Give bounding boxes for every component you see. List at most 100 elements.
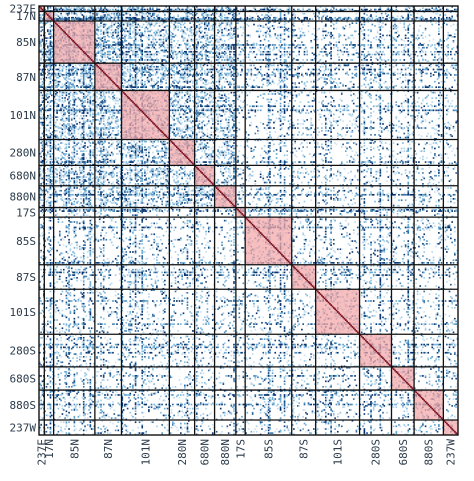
heatmap-cell (214, 38, 217, 41)
heatmap-cell (57, 76, 60, 79)
heatmap-cell (404, 7, 407, 10)
heatmap-cell (129, 42, 132, 45)
heatmap-cell (265, 57, 267, 60)
heatmap-cell (180, 75, 182, 78)
heatmap-cell (324, 65, 327, 68)
heatmap-cell (218, 49, 221, 52)
heatmap-cell (446, 45, 448, 48)
heatmap-cell (367, 53, 370, 56)
heatmap-cell (438, 71, 440, 74)
heatmap-cell (450, 18, 452, 20)
heatmap-cell (102, 16, 105, 19)
heatmap-cell (121, 68, 124, 71)
heatmap-cell (199, 53, 202, 56)
heatmap-cell (154, 38, 157, 41)
heatmap-cell (415, 63, 418, 65)
heatmap-cell (270, 64, 273, 67)
heatmap-cell (382, 16, 384, 19)
heatmap-cell (283, 74, 286, 76)
heatmap-cell (106, 14, 109, 16)
heatmap-cell (427, 60, 430, 63)
heatmap-cell (319, 50, 322, 53)
heatmap-cell (191, 55, 194, 57)
heatmap-cell (310, 46, 312, 49)
heatmap-cell (206, 25, 209, 27)
heatmap-cell (44, 37, 46, 39)
heatmap-cell (233, 65, 235, 68)
heatmap-cell (222, 22, 225, 24)
heatmap-cell (78, 79, 81, 82)
heatmap-cell (198, 72, 201, 75)
heatmap-cell (68, 6, 70, 8)
heatmap-cell (350, 34, 352, 37)
heatmap-cell (97, 26, 100, 29)
heatmap-cell (165, 18, 167, 20)
heatmap-cell (323, 72, 326, 75)
heatmap-cell (132, 53, 134, 56)
heatmap-cell (297, 59, 299, 61)
heatmap-cell (424, 72, 427, 75)
heatmap-cell (138, 46, 141, 49)
heatmap-cell (104, 15, 106, 18)
heatmap-cell (362, 33, 364, 35)
heatmap-cell (112, 46, 114, 49)
heatmap-cell (298, 8, 301, 11)
heatmap-cell (141, 70, 144, 72)
heatmap-cell (130, 49, 133, 52)
heatmap-cell (233, 33, 235, 35)
heatmap-cell (285, 68, 287, 71)
heatmap-cell (332, 46, 335, 49)
heatmap-cell (258, 18, 261, 20)
heatmap-cell (246, 44, 249, 46)
heatmap-cell (364, 56, 367, 59)
heatmap-cell (178, 50, 181, 53)
heatmap-cell (407, 14, 410, 16)
heatmap-cell (110, 35, 113, 38)
heatmap-cell (259, 68, 262, 71)
heatmap-cell (202, 16, 205, 19)
heatmap-cell (267, 74, 270, 76)
heatmap-cell (108, 14, 110, 16)
heatmap-cell (190, 30, 193, 33)
heatmap-cell (206, 79, 209, 82)
heatmap-cell (46, 64, 49, 67)
heatmap-cell (384, 18, 387, 20)
heatmap-cell (242, 59, 245, 61)
heatmap-cell (440, 40, 443, 42)
heatmap-cell (140, 34, 142, 37)
heatmap-cell (145, 71, 148, 74)
heatmap-cell (455, 68, 457, 71)
heatmap-cell (271, 79, 274, 82)
heatmap-cell (162, 38, 165, 41)
heatmap-cell (214, 16, 217, 19)
heatmap-cell (86, 75, 89, 78)
heatmap-cell (170, 68, 173, 71)
heatmap-cell (174, 79, 177, 82)
heatmap-cell (392, 25, 395, 27)
heatmap-cell (315, 57, 318, 60)
heatmap-cell (148, 23, 150, 26)
heatmap-cell (81, 18, 84, 20)
heatmap-cell (66, 64, 69, 67)
heatmap-cell (363, 34, 366, 37)
heatmap-cell (214, 40, 217, 42)
heatmap-cell (49, 78, 52, 80)
heatmap-cell (221, 30, 223, 33)
heatmap-cell (153, 12, 156, 15)
heatmap-cell (278, 44, 281, 46)
heatmap-cell (297, 8, 299, 11)
heatmap-cell (144, 27, 146, 30)
heatmap-cell (45, 56, 48, 59)
heatmap-cell (408, 72, 411, 75)
heatmap-cell (49, 65, 52, 68)
heatmap-cell (313, 52, 315, 54)
heatmap-cell (339, 16, 342, 19)
heatmap-cell (122, 33, 125, 35)
heatmap-cell (112, 60, 114, 63)
heatmap-cell (330, 50, 332, 53)
heatmap-cell (96, 14, 98, 16)
heatmap-cell (89, 76, 92, 79)
heatmap-cell (420, 49, 423, 52)
heatmap-cell (150, 29, 153, 31)
heatmap-cell (170, 55, 173, 57)
